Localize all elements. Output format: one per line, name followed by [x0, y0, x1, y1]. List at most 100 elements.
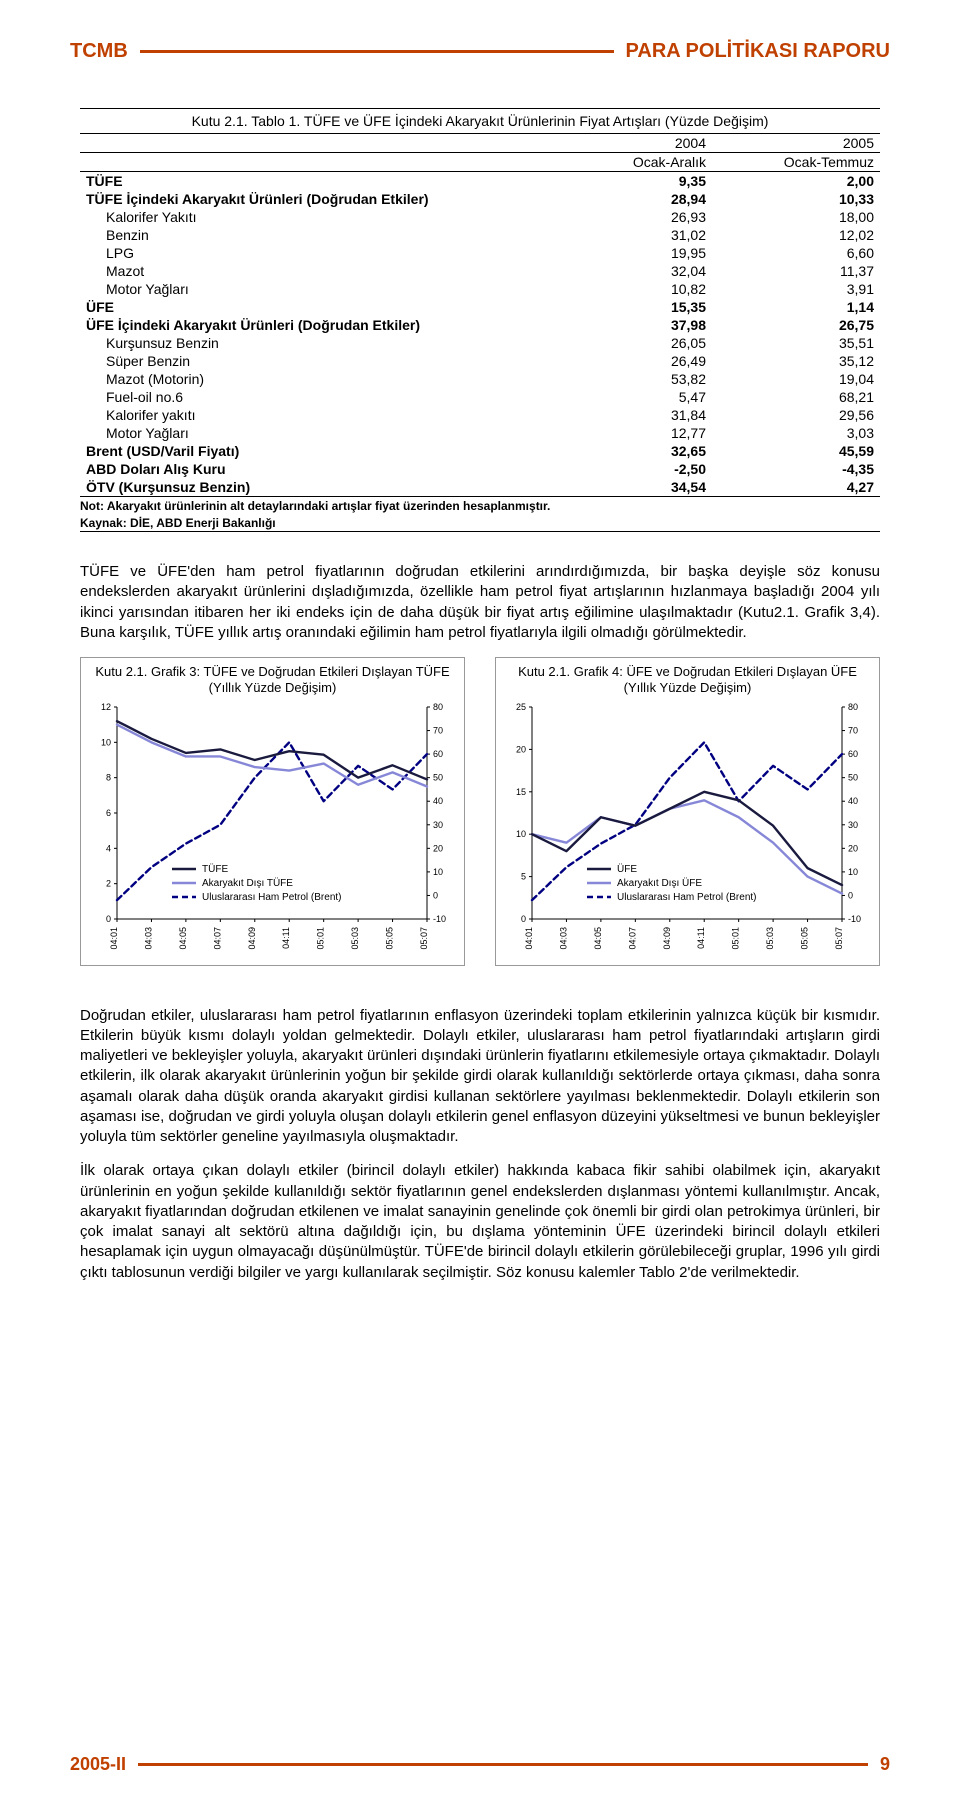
chart4-subtitle: (Yıllık Yüzde Değişim)	[624, 680, 752, 695]
row-v2: 19,04	[712, 370, 880, 388]
svg-text:Akaryakıt Dışı ÜFE: Akaryakıt Dışı ÜFE	[617, 877, 702, 889]
table-row: Kalorifer yakıtı31,8429,56	[80, 406, 880, 424]
row-label: Fuel-oil no.6	[80, 388, 544, 406]
row-v2: 4,27	[712, 478, 880, 496]
table-source: Kaynak: DİE, ABD Enerji Bakanlığı	[80, 516, 276, 530]
row-label: TÜFE	[80, 172, 544, 191]
svg-text:Uluslararası Ham Petrol (Brent: Uluslararası Ham Petrol (Brent)	[617, 892, 756, 903]
ftr-left: 2005-II	[70, 1754, 126, 1775]
svg-text:04:07: 04:07	[627, 927, 637, 950]
svg-text:04:09: 04:09	[662, 927, 672, 950]
row-v2: 10,33	[712, 190, 880, 208]
chart-3: Kutu 2.1. Grafik 3: TÜFE ve Doğrudan Etk…	[80, 657, 465, 966]
row-v1: 53,82	[544, 370, 712, 388]
hdr-left: TCMB	[70, 40, 128, 63]
row-label: Süper Benzin	[80, 352, 544, 370]
page-header: TCMB PARA POLİTİKASI RAPORU	[70, 40, 890, 63]
row-v2: 35,12	[712, 352, 880, 370]
row-v1: 19,95	[544, 244, 712, 262]
row-label: TÜFE İçindeki Akaryakıt Ürünleri (Doğrud…	[80, 190, 544, 208]
charts-row: Kutu 2.1. Grafik 3: TÜFE ve Doğrudan Etk…	[80, 657, 880, 966]
hdr-right: PARA POLİTİKASI RAPORU	[626, 40, 890, 63]
table-row: Kurşunsuz Benzin26,0535,51	[80, 334, 880, 352]
col1-period: Ocak-Aralık	[633, 154, 706, 170]
para-2: Doğrudan etkiler, uluslararası ham petro…	[80, 1006, 880, 1148]
svg-text:20: 20	[848, 843, 858, 853]
svg-text:30: 30	[848, 819, 858, 829]
row-label: LPG	[80, 244, 544, 262]
svg-text:10: 10	[516, 829, 526, 839]
row-v2: 6,60	[712, 244, 880, 262]
row-label: ÖTV (Kurşunsuz Benzin)	[80, 478, 544, 496]
row-v1: 9,35	[544, 172, 712, 191]
row-label: Mazot	[80, 262, 544, 280]
svg-text:05:07: 05:07	[419, 927, 429, 950]
col1-year: 2004	[675, 135, 706, 151]
table-row: TÜFE9,352,00	[80, 172, 880, 191]
row-v2: 29,56	[712, 406, 880, 424]
row-label: ÜFE İçindeki Akaryakıt Ürünleri (Doğruda…	[80, 316, 544, 334]
table-row: Motor Yağları12,773,03	[80, 424, 880, 442]
svg-text:80: 80	[433, 702, 443, 712]
svg-text:Uluslararası Ham Petrol (Brent: Uluslararası Ham Petrol (Brent)	[202, 892, 341, 903]
col2-year: 2005	[843, 135, 874, 151]
svg-text:04:03: 04:03	[558, 927, 568, 950]
row-label: Mazot (Motorin)	[80, 370, 544, 388]
row-v1: 28,94	[544, 190, 712, 208]
svg-text:05:05: 05:05	[800, 927, 810, 950]
svg-text:-10: -10	[433, 914, 446, 924]
svg-text:50: 50	[848, 772, 858, 782]
row-v1: 26,49	[544, 352, 712, 370]
svg-text:05:01: 05:01	[316, 927, 326, 950]
svg-text:10: 10	[433, 866, 443, 876]
svg-text:12: 12	[101, 702, 111, 712]
chart4-title: Kutu 2.1. Grafik 4: ÜFE ve Doğrudan Etki…	[518, 664, 857, 679]
table-row: ÖTV (Kurşunsuz Benzin)34,544,27	[80, 478, 880, 496]
svg-text:70: 70	[433, 725, 443, 735]
table-note: Not: Akaryakıt ürünlerinin alt detayları…	[80, 499, 550, 513]
svg-text:05:03: 05:03	[765, 927, 775, 950]
svg-text:ÜFE: ÜFE	[617, 863, 637, 875]
row-label: Kalorifer yakıtı	[80, 406, 544, 424]
table-row: Fuel-oil no.65,4768,21	[80, 388, 880, 406]
svg-text:4: 4	[106, 843, 111, 853]
table-row: LPG19,956,60	[80, 244, 880, 262]
chart4-svg: 0510152025-100102030405060708004:0104:03…	[502, 701, 872, 961]
svg-text:10: 10	[848, 866, 858, 876]
row-v1: -2,50	[544, 460, 712, 478]
svg-text:05:05: 05:05	[385, 927, 395, 950]
table-row: Motor Yağları10,823,91	[80, 280, 880, 298]
table-row: ÜFE İçindeki Akaryakıt Ürünleri (Doğruda…	[80, 316, 880, 334]
ftr-right: 9	[880, 1754, 890, 1775]
row-label: Brent (USD/Varil Fiyatı)	[80, 442, 544, 460]
row-v2: 68,21	[712, 388, 880, 406]
svg-text:0: 0	[848, 890, 853, 900]
svg-text:30: 30	[433, 819, 443, 829]
row-label: Kurşunsuz Benzin	[80, 334, 544, 352]
svg-text:15: 15	[516, 786, 526, 796]
table-row: Süper Benzin26,4935,12	[80, 352, 880, 370]
row-v2: 26,75	[712, 316, 880, 334]
col2-period: Ocak-Temmuz	[784, 154, 874, 170]
row-v2: 3,91	[712, 280, 880, 298]
table-row: Mazot32,0411,37	[80, 262, 880, 280]
svg-text:0: 0	[433, 890, 438, 900]
svg-text:25: 25	[516, 702, 526, 712]
svg-text:05:03: 05:03	[350, 927, 360, 950]
svg-text:0: 0	[106, 914, 111, 924]
svg-text:70: 70	[848, 725, 858, 735]
row-v1: 10,82	[544, 280, 712, 298]
row-v1: 34,54	[544, 478, 712, 496]
chart3-subtitle: (Yıllık Yüzde Değişim)	[209, 680, 337, 695]
chart-4: Kutu 2.1. Grafik 4: ÜFE ve Doğrudan Etki…	[495, 657, 880, 966]
svg-text:04:09: 04:09	[247, 927, 257, 950]
row-label: Motor Yağları	[80, 424, 544, 442]
row-v1: 31,84	[544, 406, 712, 424]
svg-text:6: 6	[106, 808, 111, 818]
svg-text:04:11: 04:11	[281, 927, 291, 949]
row-v1: 32,04	[544, 262, 712, 280]
row-label: ÜFE	[80, 298, 544, 316]
table-1: Kutu 2.1. Tablo 1. TÜFE ve ÜFE İçindeki …	[80, 108, 880, 532]
table-row: Benzin31,0212,02	[80, 226, 880, 244]
svg-text:2: 2	[106, 878, 111, 888]
